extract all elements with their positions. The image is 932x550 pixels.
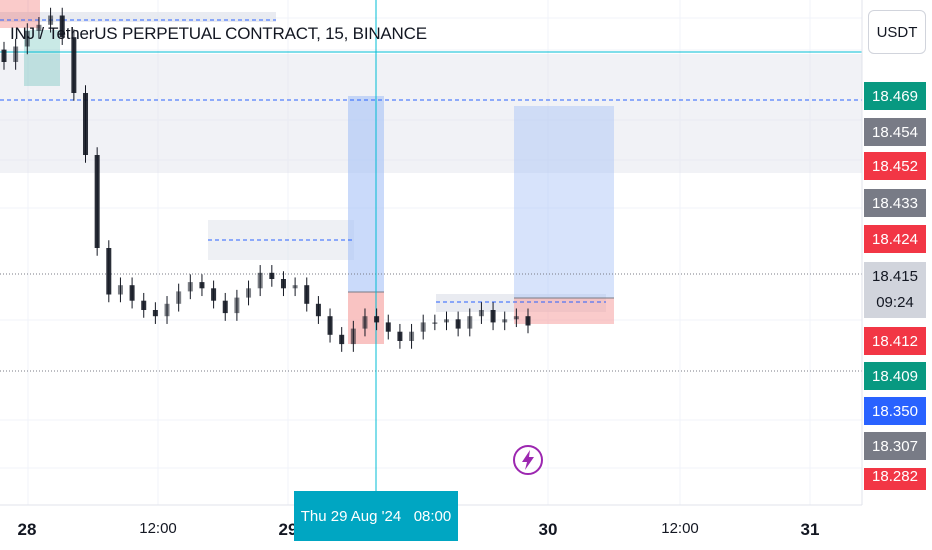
price-tag-18412: 18.412 bbox=[864, 327, 926, 355]
candle-body bbox=[350, 328, 356, 345]
candle-body bbox=[409, 331, 415, 341]
time-label-31: 31 bbox=[800, 520, 820, 539]
price-tag-18433: 18.433 bbox=[864, 189, 926, 217]
price-tag-label: 18.433 bbox=[872, 194, 918, 212]
time-label-29: 29 bbox=[278, 520, 298, 539]
candle-body bbox=[13, 46, 19, 62]
long-target-zone-2 bbox=[514, 106, 614, 298]
box-red-left bbox=[0, 0, 40, 28]
price-tag-label: 18.412 bbox=[872, 332, 918, 350]
candle-body bbox=[1, 49, 7, 62]
candle-body bbox=[176, 291, 182, 304]
candle-body bbox=[292, 285, 298, 289]
candle-body bbox=[269, 272, 275, 279]
candle-body bbox=[339, 334, 345, 345]
candle-body bbox=[420, 322, 426, 332]
candle-body bbox=[222, 300, 228, 314]
candle-body bbox=[455, 319, 461, 329]
candle-body bbox=[187, 282, 193, 292]
candle-body bbox=[327, 316, 333, 335]
candle-body bbox=[83, 93, 89, 155]
candle-body bbox=[432, 322, 438, 324]
countdown-label: 09:24 bbox=[876, 294, 914, 311]
candle-body bbox=[59, 15, 65, 38]
supply-zone-top bbox=[0, 54, 862, 173]
candle-body bbox=[106, 248, 112, 295]
candle-body bbox=[117, 285, 123, 295]
candle-body bbox=[374, 316, 380, 323]
current-price-label: 18.415 bbox=[872, 268, 918, 285]
long-target-zone-1 bbox=[348, 96, 384, 292]
candle-body bbox=[211, 288, 217, 301]
currency-button[interactable]: USDT bbox=[868, 10, 926, 54]
candle-body bbox=[141, 300, 147, 310]
candle-body bbox=[36, 24, 42, 31]
candles bbox=[1, 7, 531, 352]
time-label-1200-b: 12:00 bbox=[661, 520, 699, 537]
price-tag-18454: 18.454 bbox=[864, 118, 926, 146]
time-label-30: 30 bbox=[538, 520, 558, 539]
candle-body bbox=[257, 272, 263, 289]
price-tag-label: 18.454 bbox=[872, 123, 918, 141]
price-tag-18282: 18.282 bbox=[864, 468, 926, 490]
price-tag-18409: 18.409 bbox=[864, 362, 926, 390]
candle-body bbox=[48, 15, 54, 25]
candle-body bbox=[467, 316, 473, 329]
price-tag-18452: 18.452 bbox=[864, 152, 926, 180]
candle-body bbox=[385, 322, 391, 332]
chart-title: INJ / TetherUS PERPETUAL CONTRACT, 15, B… bbox=[10, 24, 427, 43]
price-tag-label: 18.424 bbox=[872, 230, 918, 248]
lightning-icon[interactable] bbox=[512, 444, 544, 476]
candle-body bbox=[443, 319, 449, 323]
candle-body bbox=[280, 279, 286, 289]
price-tag-current: 18.415 09:24 bbox=[864, 262, 926, 318]
candle-body bbox=[24, 31, 30, 47]
crosshair-time-label: Thu 29 Aug '24 08:00 bbox=[294, 491, 458, 541]
candle-body bbox=[315, 303, 321, 317]
candle-body bbox=[152, 310, 158, 317]
candle-body bbox=[164, 303, 170, 317]
supply-zone-strip bbox=[0, 12, 276, 22]
price-tag-18307: 18.307 bbox=[864, 432, 926, 460]
price-tag-label: 18.469 bbox=[872, 87, 918, 105]
price-tag-label: 18.350 bbox=[872, 402, 918, 420]
candle-body bbox=[94, 155, 100, 248]
candle-body bbox=[304, 285, 310, 304]
time-label-28: 28 bbox=[17, 520, 37, 539]
candle-body bbox=[397, 331, 403, 341]
candle-body bbox=[525, 316, 531, 326]
box-green-left bbox=[24, 30, 60, 86]
candle-body bbox=[513, 316, 519, 320]
candle-body bbox=[502, 319, 508, 323]
grid bbox=[0, 0, 862, 505]
candle-body bbox=[199, 282, 205, 289]
candle-body bbox=[362, 316, 368, 329]
price-tag-label: 18.409 bbox=[872, 367, 918, 385]
candle-body bbox=[490, 310, 496, 323]
price-tag-18350: 18.350 bbox=[864, 397, 926, 425]
candle-body bbox=[71, 37, 77, 93]
price-tag-label: 18.282 bbox=[872, 468, 918, 485]
price-tag-label: 18.307 bbox=[872, 437, 918, 455]
price-tag-18424: 18.424 bbox=[864, 225, 926, 253]
candle-body bbox=[129, 285, 135, 301]
candle-body bbox=[478, 310, 484, 317]
candle-body bbox=[234, 297, 240, 314]
candle-body bbox=[246, 288, 252, 298]
price-tag-18469: 18.469 bbox=[864, 82, 926, 110]
time-label-1200: 12:00 bbox=[139, 520, 177, 537]
price-tag-label: 18.452 bbox=[872, 157, 918, 175]
